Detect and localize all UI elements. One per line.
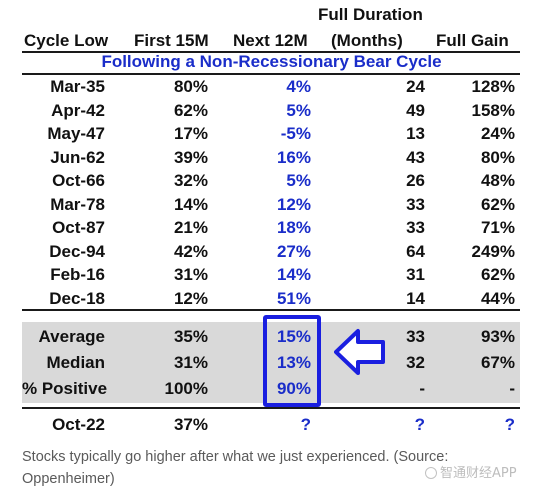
cell-next: 14% xyxy=(276,265,311,284)
cell-dur: 24 xyxy=(406,77,425,96)
caption: Stocks typically go higher after what we… xyxy=(22,449,449,487)
summary-gain: 93% xyxy=(480,327,515,346)
cell-next: 16% xyxy=(276,147,311,167)
cell-cycle: May-47 xyxy=(47,124,105,143)
current-next: ? xyxy=(300,415,311,434)
current-cycle: Oct-22 xyxy=(52,415,105,434)
header-divider xyxy=(22,51,520,53)
cell-first: 21% xyxy=(173,218,208,237)
summary-gain: 67% xyxy=(480,353,515,372)
summary-first: 100% xyxy=(164,379,208,398)
header-next-12m: Next 12M xyxy=(233,31,308,50)
cell-next: 5% xyxy=(286,171,311,190)
summary-band xyxy=(22,322,520,403)
cell-cycle: Mar-78 xyxy=(50,194,105,214)
cell-dur: 31 xyxy=(406,265,425,284)
summary-next: 13% xyxy=(276,353,311,372)
cell-cycle: Oct-87 xyxy=(52,218,105,237)
summary-label: Average xyxy=(38,327,105,346)
cell-dur: 14 xyxy=(406,288,425,308)
cell-dur: 33 xyxy=(406,218,425,237)
cell-cycle: Apr-42 xyxy=(51,100,105,120)
cell-next: 5% xyxy=(286,100,311,120)
cell-gain: 62% xyxy=(480,194,515,214)
subtitle-divider xyxy=(22,73,520,75)
cell-first: 12% xyxy=(173,288,208,308)
watermark: 智通财经APP xyxy=(425,462,517,481)
summary-first: 31% xyxy=(173,353,208,372)
summary-dur: - xyxy=(419,379,425,398)
summary-dur: 33 xyxy=(406,327,425,346)
summary-divider xyxy=(22,407,520,409)
cell-first: 32% xyxy=(173,171,208,190)
cell-next: 18% xyxy=(276,218,311,237)
cell-dur: 49 xyxy=(406,100,425,120)
cell-next: 51% xyxy=(276,288,311,308)
header-full-duration-line2: (Months) xyxy=(331,31,403,50)
cell-next: 4% xyxy=(286,77,311,96)
cell-gain: 128% xyxy=(471,77,515,96)
cell-gain: 48% xyxy=(480,171,515,190)
header-full-duration-line1: Full Duration xyxy=(318,5,423,24)
cell-first: 62% xyxy=(173,100,208,120)
summary-label: Median xyxy=(46,353,105,372)
cell-gain: 24% xyxy=(480,124,515,143)
cell-gain: 44% xyxy=(480,288,515,308)
cell-first: 31% xyxy=(173,265,208,284)
header-first-15m: First 15M xyxy=(134,31,209,50)
cell-gain: 158% xyxy=(471,100,515,120)
table-subtitle: Following a Non-Recessionary Bear Cycle xyxy=(101,52,442,71)
cell-dur: 33 xyxy=(406,194,425,214)
current-first: 37% xyxy=(173,415,208,434)
cell-dur: 64 xyxy=(406,241,425,261)
watermark-text: 智通财经APP xyxy=(440,466,517,481)
header-cycle-low: Cycle Low xyxy=(24,31,109,50)
summary-next: 15% xyxy=(276,327,311,346)
cell-next: 27% xyxy=(276,241,311,261)
cell-dur: 13 xyxy=(406,124,425,143)
left-arrow-icon xyxy=(334,329,385,375)
summary-gain: - xyxy=(509,379,515,398)
current-dur: ? xyxy=(414,415,425,434)
cell-cycle: Dec-94 xyxy=(49,241,105,261)
rows-divider xyxy=(22,309,520,311)
watermark-logo-icon xyxy=(425,467,437,479)
cell-next: -5% xyxy=(280,124,311,143)
cell-gain: 62% xyxy=(480,265,515,284)
cell-dur: 43 xyxy=(406,147,425,167)
cell-dur: 26 xyxy=(406,171,425,190)
cell-first: 17% xyxy=(173,124,208,143)
cell-first: 42% xyxy=(173,241,208,261)
cell-gain: 80% xyxy=(480,147,515,167)
highlight-box xyxy=(263,315,321,407)
cell-gain: 71% xyxy=(480,218,515,237)
summary-label: % Positive xyxy=(22,379,108,398)
header-full-gain: Full Gain xyxy=(436,31,509,50)
cell-cycle: Dec-18 xyxy=(49,288,105,308)
cell-gain: 249% xyxy=(471,241,515,261)
cell-first: 14% xyxy=(173,194,208,214)
cell-next: 12% xyxy=(276,194,311,214)
cell-cycle: Jun-62 xyxy=(50,147,105,167)
summary-dur: 32 xyxy=(406,353,425,372)
cell-first: 80% xyxy=(173,77,208,96)
summary-first: 35% xyxy=(173,327,208,346)
summary-next: 90% xyxy=(276,379,311,398)
cell-cycle: Oct-66 xyxy=(52,171,105,190)
cell-cycle: Mar-35 xyxy=(50,77,105,96)
cell-cycle: Feb-16 xyxy=(50,265,105,284)
cell-first: 39% xyxy=(173,147,208,167)
current-gain: ? xyxy=(504,415,515,434)
